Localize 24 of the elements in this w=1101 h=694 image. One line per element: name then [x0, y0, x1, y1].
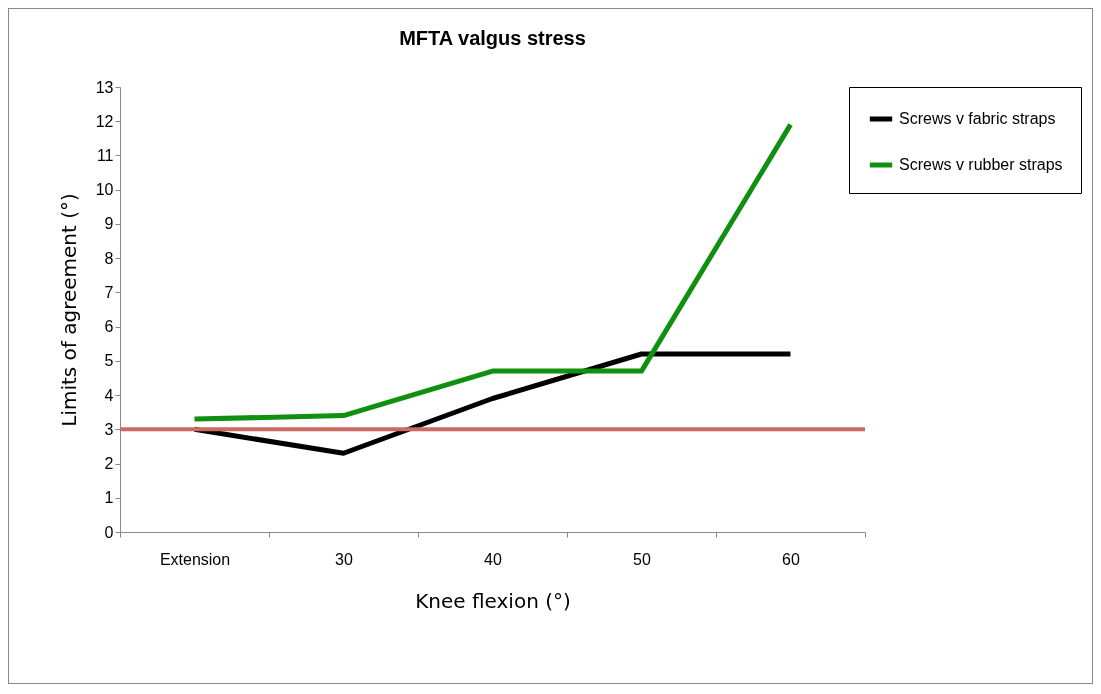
x-tick-label: 60: [782, 550, 800, 568]
y-tick-label: 10: [95, 181, 114, 199]
y-tick-label: 4: [104, 386, 114, 404]
chart-title: MFTA valgus stress: [399, 27, 586, 49]
y-tick-label: 12: [95, 112, 114, 130]
x-tick-label: 30: [335, 550, 353, 568]
x-tick-label: 40: [484, 550, 502, 568]
legend-label: Screws v fabric straps: [899, 110, 1056, 127]
y-tick-label: 7: [104, 283, 114, 301]
y-tick-label: 11: [96, 146, 114, 164]
y-tick-label: 5: [104, 352, 114, 370]
x-axis-title: Knee flexion (°): [415, 588, 571, 613]
x-tick-label: Extension: [159, 550, 231, 568]
y-axis-title: Limits of agreement (°): [56, 193, 81, 427]
legend-label: Screws v rubber straps: [899, 156, 1063, 173]
y-tick-label: 13: [95, 78, 114, 96]
y-tick-label: 6: [104, 318, 114, 336]
x-tick-label: 50: [633, 550, 651, 568]
y-tick-label: 0: [104, 523, 114, 541]
y-tick-label: 1: [104, 489, 114, 507]
y-tick-label: 8: [104, 249, 114, 267]
y-tick-label: 9: [104, 215, 114, 233]
y-tick-label: 2: [104, 455, 114, 473]
y-tick-label: 3: [104, 420, 114, 438]
